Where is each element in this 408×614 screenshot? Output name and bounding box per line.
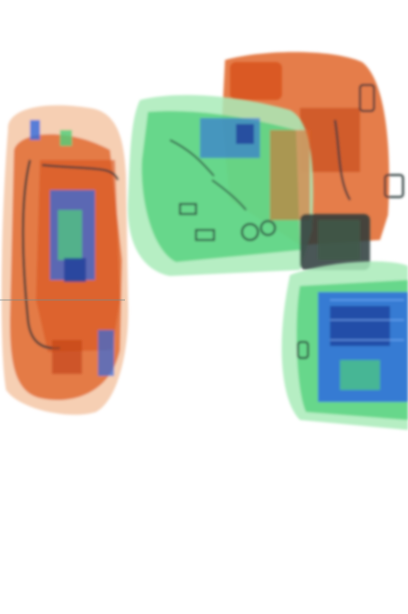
duffel-bag-center <box>127 95 370 276</box>
laptop-bag-right <box>281 261 408 430</box>
soft-bag-left <box>1 105 129 415</box>
